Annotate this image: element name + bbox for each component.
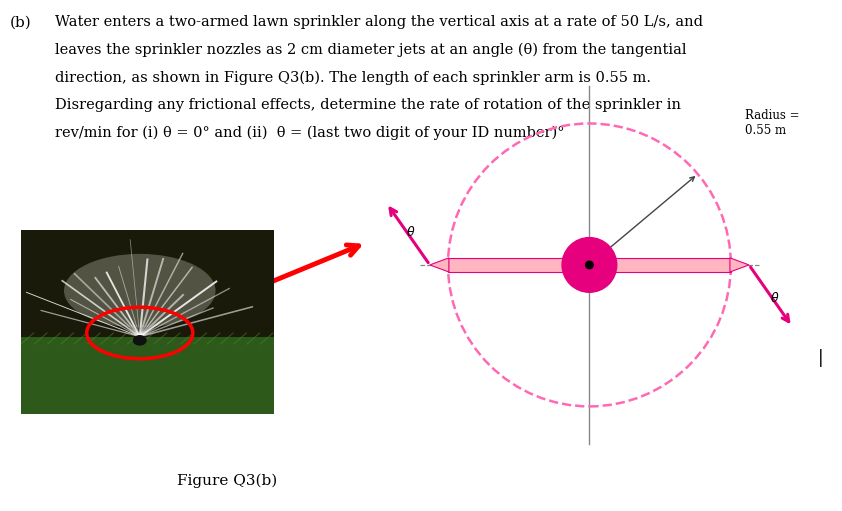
Text: $\theta$: $\theta$: [406, 225, 416, 239]
Text: rev/min for (i) θ = 0° and (ii)  θ = (last two digit of your ID number)°: rev/min for (i) θ = 0° and (ii) θ = (las…: [55, 126, 564, 140]
Text: Water enters a two-armed lawn sprinkler along the vertical axis at a rate of 50 : Water enters a two-armed lawn sprinkler …: [55, 15, 703, 29]
Bar: [21, 337, 274, 414]
Bar: [448, 258, 731, 272]
Text: Disregarding any frictional effects, determine the rate of rotation of the sprin: Disregarding any frictional effects, det…: [55, 98, 680, 112]
Text: $\theta$: $\theta$: [770, 291, 780, 305]
Text: direction, as shown in Figure Q3(b). The length of each sprinkler arm is 0.55 m.: direction, as shown in Figure Q3(b). The…: [55, 71, 651, 85]
Text: |: |: [818, 349, 823, 367]
Circle shape: [134, 336, 147, 345]
Circle shape: [562, 238, 616, 292]
Text: (b): (b): [10, 15, 32, 29]
Polygon shape: [730, 258, 749, 272]
Text: Radius =
0.55 m: Radius = 0.55 m: [745, 109, 800, 137]
Circle shape: [586, 261, 593, 269]
Polygon shape: [429, 258, 449, 272]
Ellipse shape: [64, 254, 216, 328]
Text: leaves the sprinkler nozzles as 2 cm diameter jets at an angle (θ) from the tang: leaves the sprinkler nozzles as 2 cm dia…: [55, 43, 686, 57]
Text: Figure Q3(b): Figure Q3(b): [177, 474, 278, 488]
